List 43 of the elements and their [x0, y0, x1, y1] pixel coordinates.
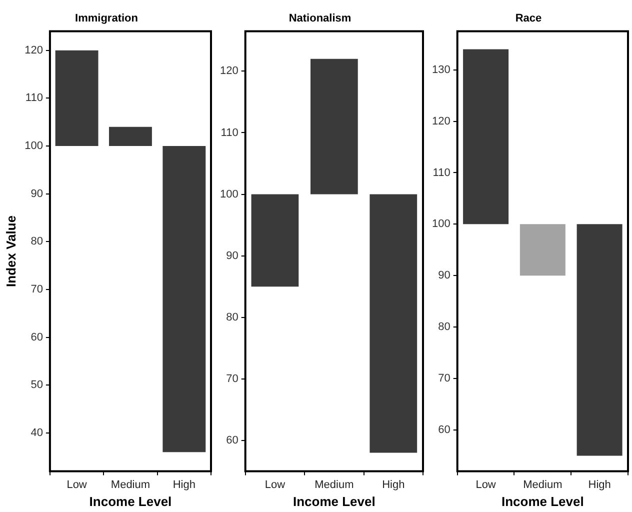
y-tick-label: 80 — [226, 311, 238, 324]
y-tick-label: 70 — [226, 372, 238, 385]
bar — [162, 146, 206, 452]
y-tick-label: 90 — [226, 250, 238, 262]
y-tick-label: 40 — [30, 426, 43, 439]
chart-title: Nationalism — [288, 12, 352, 25]
y-tick-label: 120 — [220, 65, 238, 78]
y-tick-label: 80 — [30, 236, 43, 248]
y-tick-label: 70 — [30, 283, 43, 296]
y-tick-label: 110 — [220, 126, 238, 139]
y-tick-label: 100 — [220, 188, 238, 200]
y-tick-label: 120 — [432, 115, 450, 128]
x-tick-label: High — [172, 478, 196, 491]
y-tick-label: 130 — [432, 64, 450, 76]
x-tick-label: Low — [66, 478, 87, 491]
x-axis-title: Income Level — [89, 494, 172, 509]
y-tick-label: 50 — [30, 379, 43, 392]
x-tick-label: Medium — [314, 478, 354, 491]
y-axis-title: Index Value — [3, 215, 18, 287]
chart-title: Race — [515, 12, 542, 25]
bar — [55, 50, 98, 146]
x-axis-title: Income Level — [501, 494, 584, 509]
y-tick-label: 100 — [24, 140, 43, 152]
y-tick-label: 60 — [226, 434, 238, 446]
x-axis-title: Income Level — [292, 494, 376, 509]
y-tick-label: 70 — [438, 372, 450, 385]
x-tick-label: Medium — [110, 478, 150, 491]
x-tick-label: Medium — [523, 478, 562, 491]
bar — [109, 126, 152, 146]
y-tick-label: 60 — [30, 331, 43, 344]
y-tick-label: 110 — [25, 92, 43, 104]
x-tick-label: High — [588, 478, 611, 491]
y-tick-label: 100 — [432, 218, 450, 230]
y-tick-label: 90 — [438, 270, 450, 282]
y-tick-label: 60 — [438, 424, 450, 436]
y-tick-label: 120 — [24, 44, 43, 56]
x-tick-label: High — [382, 478, 405, 491]
y-tick-label: 110 — [432, 166, 450, 179]
x-tick-label: Low — [476, 478, 496, 491]
y-tick-label: 80 — [438, 321, 450, 334]
chart-title: Immigration — [75, 12, 138, 25]
x-tick-label: Low — [264, 478, 286, 491]
y-tick-label: 90 — [30, 188, 43, 200]
